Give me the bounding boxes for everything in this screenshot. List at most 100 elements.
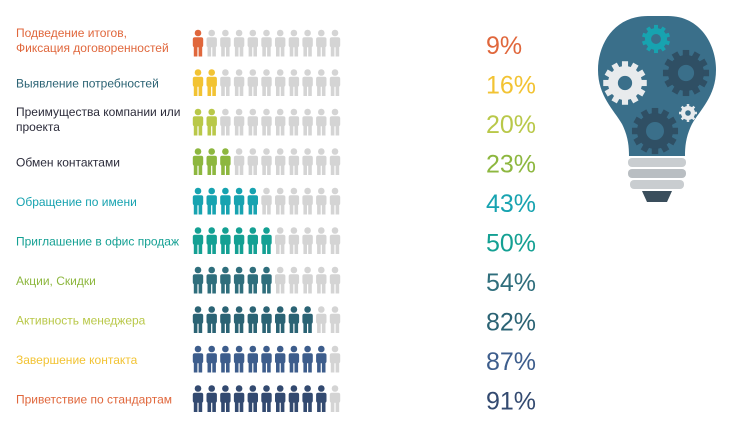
person-icon-active xyxy=(206,227,217,254)
person-icon-inactive xyxy=(329,69,341,96)
row-value: 43% xyxy=(486,190,536,218)
chart-row: Завершение контакта 87% xyxy=(16,345,536,376)
person-icon-active xyxy=(288,306,300,333)
row-label: Приветствие по стандартам xyxy=(16,393,172,407)
person-icon-inactive xyxy=(316,227,327,254)
row-label: проекта xyxy=(16,120,60,134)
person-icon-inactive xyxy=(316,187,327,215)
person-icon-inactive xyxy=(329,306,341,333)
person-icon-inactive xyxy=(329,148,341,175)
person-icon-active xyxy=(233,187,245,215)
gear-icon xyxy=(679,104,697,122)
person-icon-active xyxy=(247,187,258,215)
person-icon-inactive xyxy=(247,108,258,136)
person-icon-inactive xyxy=(275,266,286,294)
bulb-base-ring xyxy=(630,180,684,189)
person-icon-active xyxy=(220,306,231,333)
person-icon-inactive xyxy=(261,108,272,136)
person-icon-inactive xyxy=(288,187,300,215)
person-icon-inactive xyxy=(316,306,327,333)
person-icon-active xyxy=(233,227,245,254)
person-icon-active xyxy=(206,187,217,215)
person-icon-inactive xyxy=(261,29,272,57)
person-icon-inactive xyxy=(275,227,286,254)
person-icon-active xyxy=(192,227,204,254)
person-icon-inactive xyxy=(275,108,286,136)
person-icon-inactive xyxy=(288,69,300,96)
person-icon-active xyxy=(302,345,313,373)
gears xyxy=(603,24,710,155)
person-icon-inactive xyxy=(261,69,272,96)
person-icon-inactive xyxy=(233,29,245,57)
person-icon-active xyxy=(220,148,231,175)
person-icon-inactive xyxy=(288,108,300,136)
person-icon-active xyxy=(192,385,204,412)
person-icon-active xyxy=(206,108,217,136)
person-icon-inactive xyxy=(316,266,327,294)
chart-row: Приветствие по стандартам 91% xyxy=(16,385,536,416)
person-icon-active xyxy=(261,385,272,412)
person-icon-inactive xyxy=(288,266,300,294)
person-icon-active xyxy=(192,345,204,373)
row-label: Обмен контактами xyxy=(16,156,120,170)
person-icon-active xyxy=(206,148,217,175)
row-label: Обращение по имени xyxy=(16,195,137,209)
row-label: Выявление потребностей xyxy=(16,77,159,91)
person-icon-inactive xyxy=(302,148,313,175)
person-icon-active xyxy=(247,266,258,294)
bulb-tip xyxy=(642,191,672,202)
person-icon-active xyxy=(206,69,217,96)
person-icon-inactive xyxy=(206,29,217,57)
person-icon-inactive xyxy=(275,69,286,96)
person-icon-inactive xyxy=(302,227,313,254)
chart-row: Обращение по имени 43% xyxy=(16,187,536,218)
person-icon-active xyxy=(288,385,300,412)
person-icon-active xyxy=(316,385,327,412)
person-icon-active xyxy=(192,148,204,175)
person-icon-inactive xyxy=(316,108,327,136)
person-icon-active xyxy=(233,266,245,294)
person-icon-active xyxy=(220,187,231,215)
row-label: Активность менеджера xyxy=(16,314,146,328)
person-icon-active xyxy=(247,306,258,333)
row-value: 16% xyxy=(486,72,536,100)
person-icon-inactive xyxy=(247,148,258,175)
chart-row: Активность менеджера 82% xyxy=(16,306,536,337)
person-icon-inactive xyxy=(329,108,341,136)
person-icon-inactive xyxy=(288,29,300,57)
person-icon-inactive xyxy=(302,266,313,294)
bulb-base-ring xyxy=(628,158,686,167)
person-icon-active xyxy=(192,306,204,333)
person-icon-inactive xyxy=(247,69,258,96)
person-icon-inactive xyxy=(247,29,258,57)
row-label: Акции, Скидки xyxy=(16,274,96,288)
person-icon-active xyxy=(261,306,272,333)
row-value: 87% xyxy=(486,348,536,376)
person-icon-inactive xyxy=(288,148,300,175)
person-icon-active xyxy=(220,345,231,373)
person-icon-inactive xyxy=(233,69,245,96)
gear-icon xyxy=(641,24,671,54)
person-icon-active xyxy=(261,345,272,373)
person-icon-active xyxy=(192,266,204,294)
person-icon-inactive xyxy=(233,108,245,136)
person-icon-active xyxy=(275,385,286,412)
chart-rows: Подведение итогов,Фиксация договоренност… xyxy=(16,26,536,416)
chart-row: Обмен контактами 23% xyxy=(16,148,536,179)
person-icon-active xyxy=(275,345,286,373)
person-icon-inactive xyxy=(233,148,245,175)
person-icon-active xyxy=(247,227,258,254)
person-icon-inactive xyxy=(261,187,272,215)
person-icon-active xyxy=(220,227,231,254)
person-icon-inactive xyxy=(220,29,231,57)
person-icon-inactive xyxy=(316,29,327,57)
row-value: 91% xyxy=(486,388,536,416)
row-value: 82% xyxy=(486,309,536,337)
chart-row: Приглашение в офис продаж 50% xyxy=(16,227,536,258)
person-icon-inactive xyxy=(316,148,327,175)
person-icon-active xyxy=(275,306,286,333)
gear-icon xyxy=(662,49,710,97)
person-icon-active xyxy=(316,345,327,373)
person-icon-active xyxy=(247,345,258,373)
